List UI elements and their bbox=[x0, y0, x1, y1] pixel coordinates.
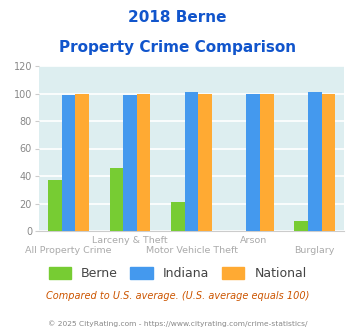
Text: 2018 Berne: 2018 Berne bbox=[128, 10, 227, 25]
Legend: Berne, Indiana, National: Berne, Indiana, National bbox=[44, 262, 311, 285]
Bar bbox=[110, 168, 124, 231]
Bar bbox=[48, 180, 62, 231]
Bar bbox=[198, 93, 212, 231]
Text: Compared to U.S. average. (U.S. average equals 100): Compared to U.S. average. (U.S. average … bbox=[46, 291, 309, 301]
Text: All Property Crime: All Property Crime bbox=[25, 246, 112, 255]
Bar bbox=[246, 93, 260, 231]
Bar bbox=[62, 95, 75, 231]
Text: Larceny & Theft: Larceny & Theft bbox=[92, 236, 168, 245]
Text: © 2025 CityRating.com - https://www.cityrating.com/crime-statistics/: © 2025 CityRating.com - https://www.city… bbox=[48, 320, 307, 327]
Text: Motor Vehicle Theft: Motor Vehicle Theft bbox=[146, 246, 238, 255]
Text: Arson: Arson bbox=[240, 236, 267, 245]
Text: Burglary: Burglary bbox=[295, 246, 335, 255]
Text: Property Crime Comparison: Property Crime Comparison bbox=[59, 40, 296, 54]
Bar bbox=[75, 93, 89, 231]
Bar bbox=[137, 93, 151, 231]
Bar bbox=[295, 221, 308, 231]
Bar bbox=[185, 92, 198, 231]
Bar bbox=[308, 92, 322, 231]
Bar bbox=[124, 95, 137, 231]
Bar bbox=[260, 93, 274, 231]
Bar bbox=[322, 93, 335, 231]
Bar bbox=[171, 202, 185, 231]
